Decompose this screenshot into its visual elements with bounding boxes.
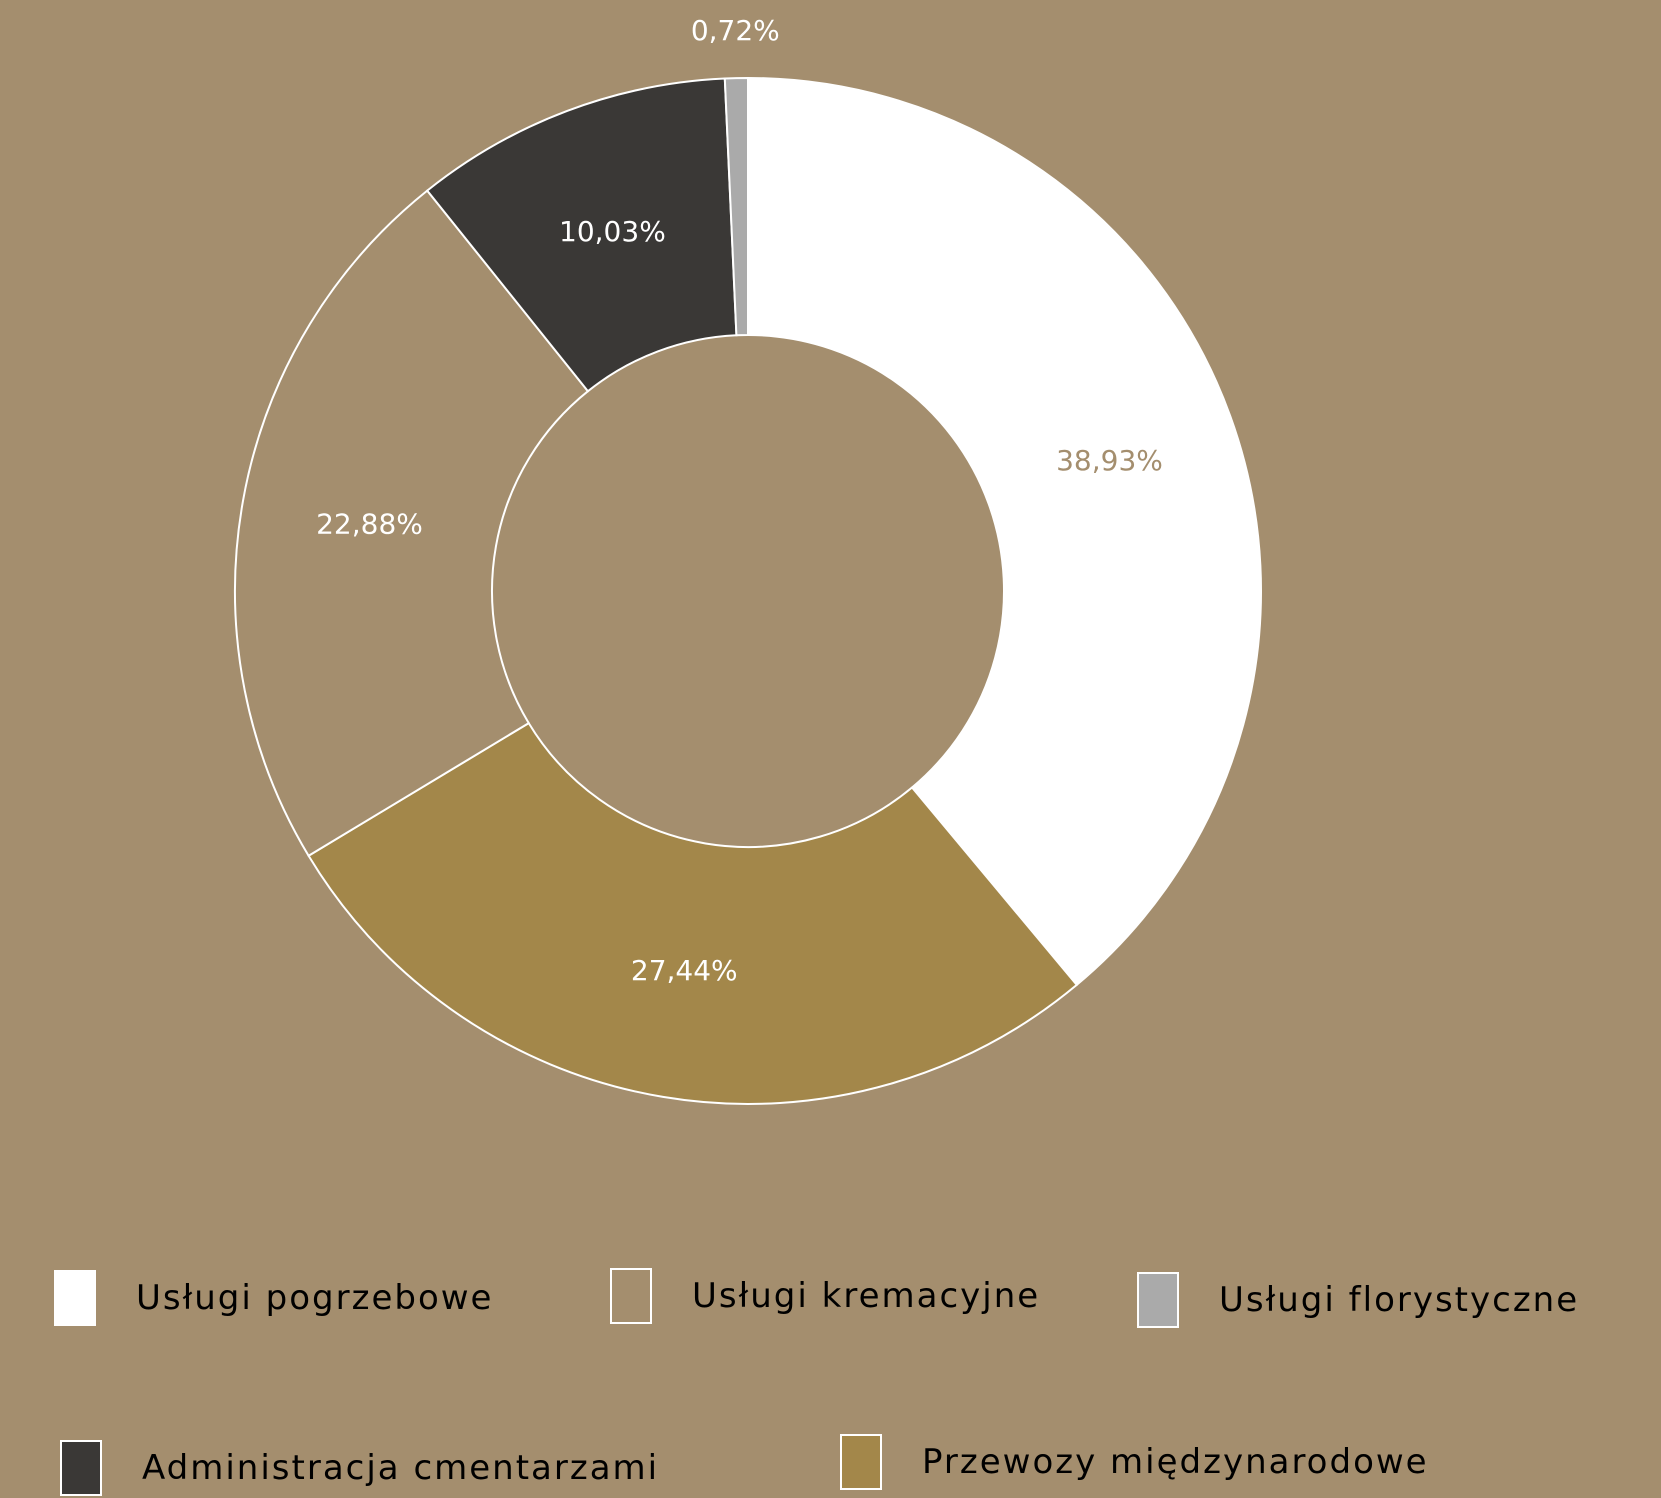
data-label-4: 10,03% [559,215,666,248]
data-label-5: 0,72% [691,14,780,47]
legend-swatch [1137,1272,1179,1328]
data-label-2: 27,44% [631,954,738,987]
slice-4[interactable] [425,77,738,393]
legend-item-uslugi-florystyczne[interactable]: Usługi florystyczne [1137,1272,1579,1328]
legend-label: Administracja cmentarzami [142,1448,660,1488]
legend-swatch [60,1440,102,1496]
legend-item-uslugi-kremacyjne[interactable]: Usługi kremacyjne [610,1268,1040,1324]
legend-swatch [610,1268,652,1324]
legend-swatch [54,1270,96,1326]
donut-chart: 38,93% 27,44% 22,88% 10,03% 0,72% [234,14,1262,1105]
slice-5[interactable] [723,76,749,337]
slice-3[interactable] [234,189,590,858]
legend-swatch [840,1434,882,1490]
legend-item-administracja-cmentarzami[interactable]: Administracja cmentarzami [60,1440,659,1496]
slice-2[interactable] [307,721,1079,1105]
chart-data-labels: 38,93% 27,44% 22,88% 10,03% 0,72% [316,14,1163,987]
chart-slices [234,76,1262,1105]
legend-label: Usługi florystyczne [1219,1280,1580,1320]
data-label-3: 22,88% [316,507,423,540]
slice-1[interactable] [747,76,1262,987]
legend-label: Usługi kremacyjne [692,1276,1041,1316]
legend-label: Usługi pogrzebowe [136,1278,494,1318]
data-label-1: 38,93% [1056,444,1163,477]
legend-item-uslugi-pogrzebowe[interactable]: Usługi pogrzebowe [54,1270,493,1326]
legend-label: Przewozy międzynarodowe [922,1442,1429,1482]
legend-item-przewozy-miedzynarodowe[interactable]: Przewozy międzynarodowe [840,1434,1429,1490]
